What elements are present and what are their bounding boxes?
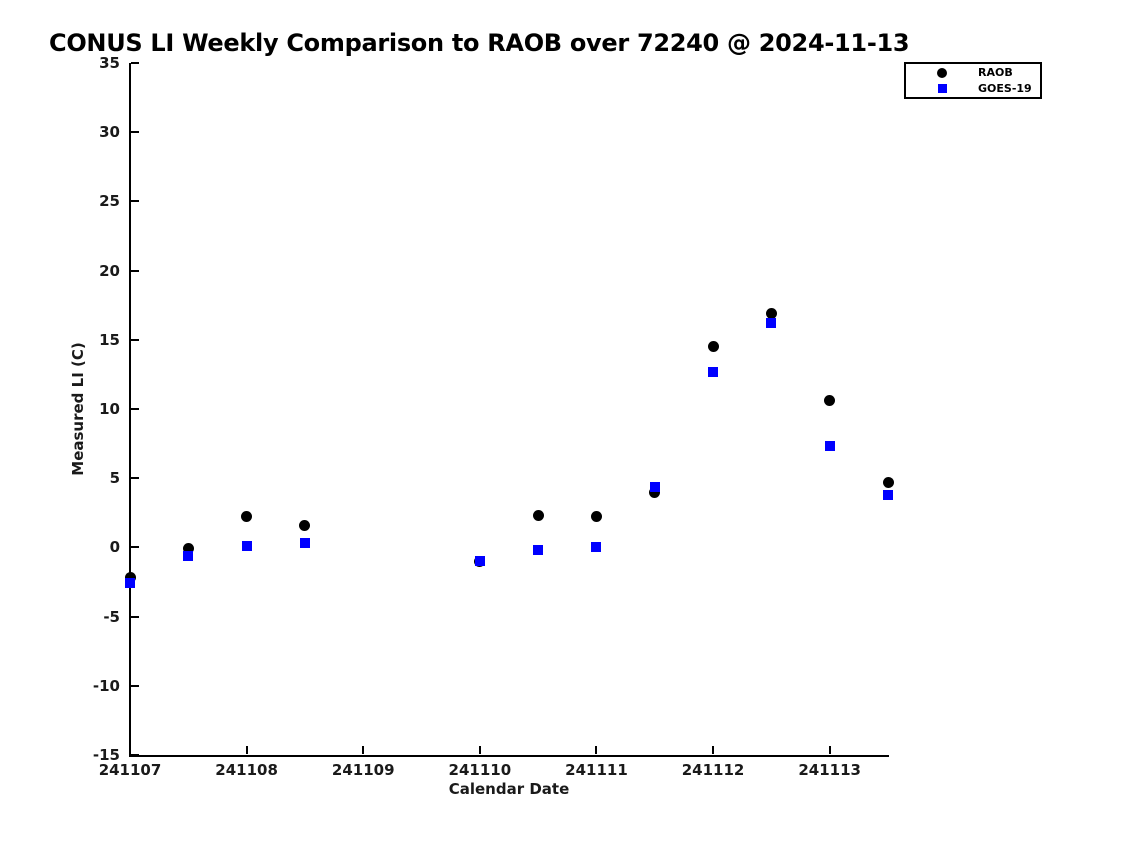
x-tick-label: 241111 [565, 761, 628, 779]
y-tick-label: 30 [99, 123, 120, 142]
legend-label-raob: RAOB [978, 66, 1013, 80]
x-tick-mark [478, 746, 481, 754]
x-tick-label: 241107 [98, 761, 162, 779]
x-tick-label: 241108 [215, 761, 278, 779]
data-point-raob [299, 519, 311, 531]
y-tick-label: 10 [99, 400, 120, 418]
x-tick-label: 241110 [448, 761, 512, 779]
y-tick-mark [131, 477, 139, 480]
chart-title: CONUS LI Weekly Comparison to RAOB over … [49, 29, 910, 57]
y-tick-mark [131, 684, 139, 687]
y-tick-mark [131, 754, 139, 756]
x-tick-mark [712, 746, 715, 754]
data-point-goes-19 [241, 541, 252, 552]
x-axis-spine [129, 755, 889, 757]
data-point-raob [882, 476, 894, 488]
data-point-raob [241, 511, 253, 523]
data-point-goes-19 [766, 318, 777, 329]
raob-circle-marker-icon [937, 67, 947, 78]
legend-label-goes19: GOES-19 [978, 81, 1032, 95]
y-tick-mark [131, 200, 139, 203]
y-tick-label: 0 [109, 538, 120, 557]
data-point-raob [649, 486, 661, 498]
y-tick-mark [131, 131, 139, 134]
data-point-raob [707, 341, 719, 353]
y-tick-label: -10 [92, 676, 120, 695]
data-point-goes-19 [708, 366, 719, 377]
x-tick-mark [129, 746, 131, 754]
legend-item-raob: RAOB [906, 66, 1040, 80]
x-tick-label: 241112 [681, 761, 745, 779]
data-point-goes-19 [591, 542, 602, 553]
x-axis-label: Calendar Date [448, 780, 570, 798]
goes19-square-marker-icon [937, 83, 947, 93]
y-tick-label: 35 [99, 54, 120, 72]
legend-item-goes19: GOES-19 [906, 82, 1040, 96]
y-tick-label: 25 [99, 192, 120, 211]
y-tick-label: 20 [99, 261, 120, 280]
y-tick-label: -5 [103, 607, 120, 626]
x-tick-mark [595, 746, 598, 754]
x-tick-mark [362, 746, 365, 754]
y-tick-mark [131, 338, 139, 341]
data-point-raob [532, 510, 544, 522]
y-tick-mark [131, 408, 139, 410]
plot-area [124, 62, 894, 756]
y-tick-label: -15 [92, 746, 120, 764]
data-point-raob [124, 572, 136, 584]
x-tick-mark [828, 746, 831, 754]
legend: RAOB GOES-19 [904, 62, 1042, 99]
data-point-raob [182, 543, 194, 555]
y-tick-mark [131, 615, 139, 618]
data-point-raob [824, 395, 836, 407]
x-tick-mark [245, 746, 248, 754]
y-tick-mark [131, 62, 139, 64]
data-point-goes-19 [474, 556, 485, 567]
y-tick-mark [131, 546, 139, 549]
y-tick-label: 15 [99, 330, 120, 349]
data-point-goes-19 [883, 489, 893, 500]
y-tick-label: 5 [109, 469, 120, 488]
x-tick-label: 241109 [331, 761, 395, 779]
x-tick-label: 241113 [798, 761, 861, 779]
data-point-raob [590, 511, 602, 523]
data-point-goes-19 [533, 545, 544, 556]
y-tick-mark [131, 269, 139, 272]
data-point-goes-19 [299, 538, 310, 549]
data-point-raob [765, 308, 777, 319]
data-point-goes-19 [183, 550, 194, 561]
data-point-goes-19 [649, 481, 660, 492]
data-point-goes-19 [824, 441, 835, 452]
data-point-goes-19 [125, 578, 135, 589]
y-axis-spine [129, 63, 131, 757]
